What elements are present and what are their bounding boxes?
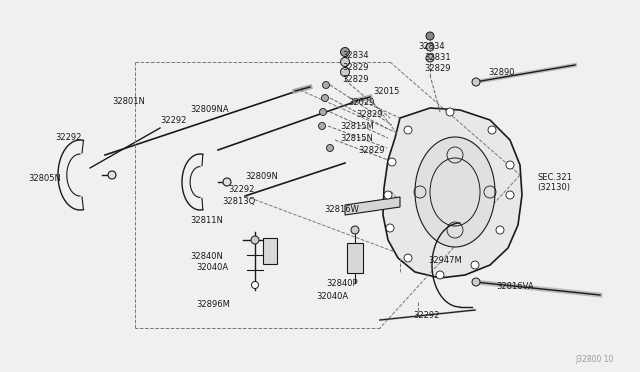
Text: 32896M: 32896M [196, 300, 230, 309]
Text: 32292: 32292 [413, 311, 440, 320]
Circle shape [319, 109, 326, 115]
Text: 32292: 32292 [55, 133, 81, 142]
Text: 32801N: 32801N [112, 97, 145, 106]
Circle shape [251, 236, 259, 244]
Circle shape [472, 78, 480, 86]
Text: 32805N: 32805N [28, 174, 61, 183]
Circle shape [323, 81, 330, 89]
Text: 32040A: 32040A [316, 292, 348, 301]
Circle shape [252, 282, 259, 289]
Circle shape [426, 54, 434, 62]
Circle shape [488, 126, 496, 134]
Bar [263, 238, 277, 264]
Circle shape [326, 144, 333, 151]
Text: 32834: 32834 [342, 51, 369, 60]
Text: 32840N: 32840N [190, 252, 223, 261]
Text: 32829: 32829 [342, 75, 369, 84]
Circle shape [384, 191, 392, 199]
Circle shape [426, 43, 434, 51]
Text: 32840P: 32840P [326, 279, 358, 288]
Text: 32829: 32829 [424, 64, 451, 73]
Text: 32834: 32834 [418, 42, 445, 51]
Circle shape [506, 191, 514, 199]
Circle shape [496, 226, 504, 234]
Bar [347, 243, 363, 273]
Circle shape [351, 226, 359, 234]
Text: 32292: 32292 [228, 185, 254, 194]
Polygon shape [383, 108, 522, 278]
Circle shape [340, 48, 349, 57]
Ellipse shape [415, 137, 495, 247]
Text: 32029: 32029 [348, 98, 374, 107]
Text: 32292: 32292 [160, 116, 186, 125]
Text: 32813Q: 32813Q [222, 197, 255, 206]
Text: 32040A: 32040A [196, 263, 228, 272]
Circle shape [436, 271, 444, 279]
Text: 32829: 32829 [356, 110, 383, 119]
Circle shape [404, 126, 412, 134]
Text: 32890: 32890 [488, 68, 515, 77]
Circle shape [471, 261, 479, 269]
Circle shape [340, 58, 349, 67]
Text: 32816VA: 32816VA [496, 282, 534, 291]
Text: 32015: 32015 [373, 87, 399, 96]
Text: SEC.321: SEC.321 [537, 173, 572, 182]
Circle shape [321, 94, 328, 102]
Circle shape [108, 171, 116, 179]
Circle shape [319, 122, 326, 129]
Circle shape [506, 161, 514, 169]
Text: (32130): (32130) [537, 183, 570, 192]
Text: 32831: 32831 [424, 53, 451, 62]
Text: 32815N: 32815N [340, 134, 373, 143]
Circle shape [340, 67, 349, 77]
Text: 32816W: 32816W [324, 205, 359, 214]
Circle shape [388, 158, 396, 166]
Text: 32809N: 32809N [245, 172, 278, 181]
Circle shape [386, 224, 394, 232]
Text: J32800 10: J32800 10 [575, 355, 613, 364]
Circle shape [404, 254, 412, 262]
Circle shape [426, 32, 434, 40]
Text: 32809NA: 32809NA [190, 105, 228, 114]
Text: 32829: 32829 [342, 63, 369, 72]
Text: 32815M: 32815M [340, 122, 374, 131]
Circle shape [223, 178, 231, 186]
Polygon shape [345, 197, 400, 215]
Text: 32947M: 32947M [428, 256, 461, 265]
Circle shape [446, 108, 454, 116]
Circle shape [472, 278, 480, 286]
Text: 32829: 32829 [358, 146, 385, 155]
Text: 32811N: 32811N [190, 216, 223, 225]
